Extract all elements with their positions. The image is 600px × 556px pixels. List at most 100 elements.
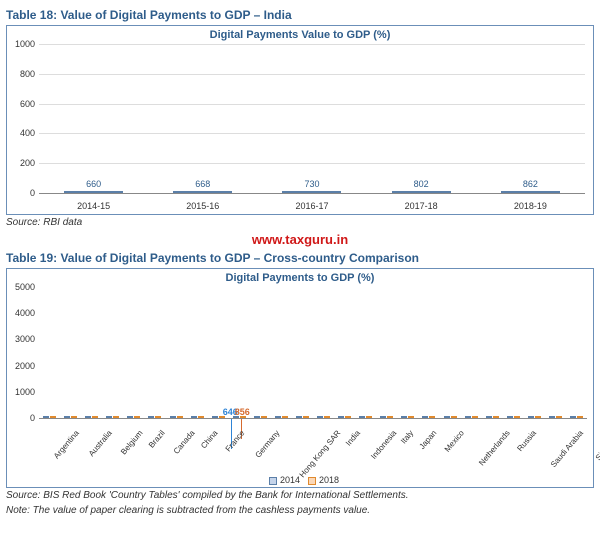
chart19-bar-group: [313, 416, 334, 418]
chart19-bar-2018: [451, 416, 457, 418]
chart19-bar-group: [144, 416, 165, 418]
chart19-bar-2018: [556, 416, 562, 418]
chart18-xlabel: 2018-19: [481, 201, 579, 211]
chart18-ytick: 1000: [11, 39, 35, 49]
chart19-bar-2018: [387, 416, 393, 418]
chart19-bar-group: [418, 416, 439, 418]
chart19-bar-group: [355, 416, 376, 418]
chart19-callout-2018: 856: [235, 407, 250, 417]
chart19-bar-group: [271, 416, 292, 418]
chart18-xlabel: 2017-18: [372, 201, 470, 211]
chart19-bar-2018: [577, 416, 583, 418]
legend-swatch-2018: [308, 477, 316, 485]
table18-source: Source: RBI data: [6, 217, 594, 228]
chart19-bar-2014: [43, 416, 49, 418]
chart18-xlabel: 2015-16: [154, 201, 252, 211]
chart19-bar-group: [102, 416, 123, 418]
chart19-bar-2018: [198, 416, 204, 418]
chart19-bar-group: [524, 416, 545, 418]
chart19-bar-group: [292, 416, 313, 418]
chart19-bar-2018: [324, 416, 330, 418]
chart19-bar-2014: [570, 416, 576, 418]
chart18-bar: [282, 191, 341, 193]
table19-source: Source: BIS Red Book 'Country Tables' co…: [6, 490, 594, 501]
chart19-bar-group: [60, 416, 81, 418]
chart19-bar-2018: [514, 416, 520, 418]
chart18-xlabels: 2014-15 2015-16 2016-17 2017-18 2018-19: [39, 201, 585, 211]
chart19-ytick: 2000: [11, 361, 35, 371]
chart19-bar-2014: [106, 416, 112, 418]
chart18-ytick: 0: [11, 188, 35, 198]
chart18-box: Digital Payments Value to GDP (%) 660 668…: [6, 25, 594, 215]
chart19-bar-group: [461, 416, 482, 418]
chart19-bar-group: [250, 416, 271, 418]
chart19-title: Digital Payments to GDP (%): [7, 269, 593, 286]
chart19-bar-2018: [50, 416, 56, 418]
chart19-ytick: 0: [11, 413, 35, 423]
chart19-xlabels: ArgentinaAustraliaBelgiumBrazilCanadaChi…: [39, 421, 587, 469]
chart19-bar-group: [81, 416, 102, 418]
chart19-bar-group: [334, 416, 355, 418]
chart19-bar-2018: [303, 416, 309, 418]
chart19-bar-2014: [191, 416, 197, 418]
chart19-bar-group: [503, 416, 524, 418]
chart18-bar-value: 668: [195, 179, 210, 189]
chart19-box: Digital Payments to GDP (%) 646856 01000…: [6, 268, 594, 488]
chart18-bar-value: 862: [523, 179, 538, 189]
chart18-ytick: 800: [11, 69, 35, 79]
chart19-bar-2014: [254, 416, 260, 418]
chart18-ytick: 600: [11, 99, 35, 109]
chart18-ytick: 400: [11, 128, 35, 138]
chart18-bar: [64, 191, 123, 193]
chart18-bar-group: 660: [44, 179, 142, 193]
chart19-bar-2018: [493, 416, 499, 418]
chart18-bar-value: 660: [86, 179, 101, 189]
chart18-xlabel: 2016-17: [263, 201, 361, 211]
chart19-ytick: 5000: [11, 282, 35, 292]
chart19-bar-group: [545, 416, 566, 418]
chart18-ytick: 200: [11, 158, 35, 168]
chart19-bar-2014: [465, 416, 471, 418]
chart18-bar: [173, 191, 232, 193]
chart19-bar-group: [165, 416, 186, 418]
chart19-bar-2014: [148, 416, 154, 418]
chart18-bar: [392, 191, 451, 193]
table19-caption: Table 19: Value of Digital Payments to G…: [6, 251, 594, 265]
chart18-bar-group: 730: [263, 179, 361, 193]
chart19-bar-group: [439, 416, 460, 418]
chart18-bar-group: 668: [154, 179, 252, 193]
chart19-bar-group: [376, 416, 397, 418]
chart19-bar-2018: [472, 416, 478, 418]
chart19-bar-2018: [134, 416, 140, 418]
chart19-bar-2014: [444, 416, 450, 418]
chart19-bar-2018: [71, 416, 77, 418]
chart19-bar-2014: [85, 416, 91, 418]
chart19-plot: 646856 010002000300040005000: [39, 287, 587, 419]
chart19-bar-group: [566, 416, 587, 418]
chart19-bar-2018: [261, 416, 267, 418]
chart19-bar-2014: [275, 416, 281, 418]
chart19-bar-2018: [345, 416, 351, 418]
chart19-bar-2014: [549, 416, 555, 418]
chart19-bar-2014: [317, 416, 323, 418]
chart18-title: Digital Payments Value to GDP (%): [7, 26, 593, 43]
legend-label-2018: 2018: [319, 475, 339, 485]
chart19-bar-2014: [486, 416, 492, 418]
chart19-bar-group: 646856: [229, 416, 250, 418]
chart19-ytick: 3000: [11, 334, 35, 344]
chart19-bar-2018: [177, 416, 183, 418]
chart19-bar-2014: [296, 416, 302, 418]
chart19-bar-2014: [507, 416, 513, 418]
chart19-bar-2014: [170, 416, 176, 418]
chart19-bar-group: [482, 416, 503, 418]
chart18-plot: 660668730802862 02004006008001000: [39, 44, 585, 194]
chart19-bar-group: [39, 416, 60, 418]
chart19-bar-2018: [92, 416, 98, 418]
chart19-bar-2014: [422, 416, 428, 418]
chart19-bar-2014: [212, 416, 218, 418]
chart19-bar-2018: [282, 416, 288, 418]
chart19-bar-2014: [528, 416, 534, 418]
table19-note: Note: The value of paper clearing is sub…: [6, 505, 594, 516]
chart18-bar-value: 730: [304, 179, 319, 189]
chart18-xlabel: 2014-15: [44, 201, 142, 211]
